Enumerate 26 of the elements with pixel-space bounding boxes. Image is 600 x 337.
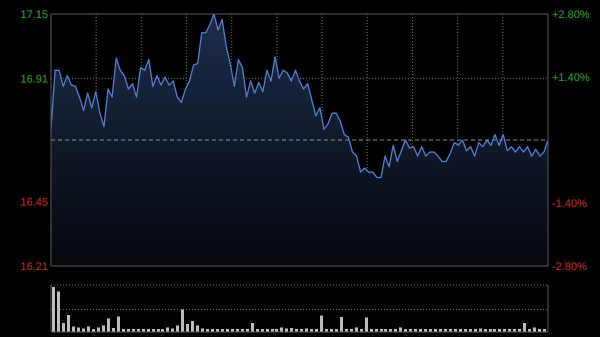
bar <box>365 318 368 332</box>
bar <box>52 287 55 332</box>
bar <box>181 310 184 332</box>
y-tick-label: 16.21 <box>20 261 48 273</box>
bar <box>102 326 105 332</box>
bar <box>117 316 120 332</box>
y-tick-label: 17.15 <box>20 9 48 21</box>
y2-tick-label: -1.40% <box>552 198 588 210</box>
y-tick-label: 16.45 <box>20 196 48 209</box>
bar <box>340 317 343 332</box>
bar <box>523 323 526 332</box>
bar <box>67 314 70 332</box>
bar <box>251 323 254 332</box>
y2-tick-label: +2.80% <box>552 9 590 21</box>
bar <box>176 326 179 332</box>
bar <box>186 324 189 332</box>
bar <box>87 326 90 332</box>
bar <box>57 292 60 332</box>
bar <box>191 320 194 332</box>
y2-tick-label: -2.80% <box>552 261 588 273</box>
bar <box>72 326 75 332</box>
bar <box>62 323 65 332</box>
bar <box>320 315 323 332</box>
y2-tick-label: +1.40% <box>552 72 590 84</box>
y-tick-label: 16.91 <box>20 73 48 86</box>
bar <box>107 318 110 332</box>
